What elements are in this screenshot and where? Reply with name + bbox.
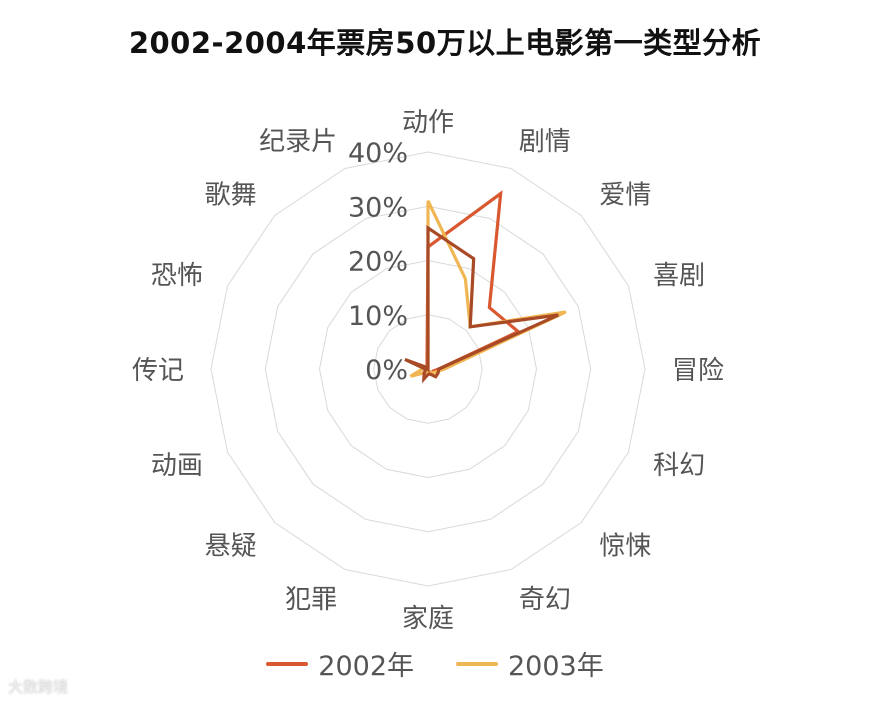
category-label: 家庭 (402, 604, 454, 634)
watermark-logo: 大数跨境 (8, 678, 69, 696)
grid-ring (264, 205, 592, 533)
radial-tick-label: 10% (348, 301, 408, 332)
category-label: 纪录片 (259, 127, 337, 157)
legend-label-2002: 2002年 (318, 651, 414, 682)
category-label: 惊悚 (599, 531, 651, 561)
category-label: 爱情 (599, 181, 651, 211)
series-line-2004年[interactable] (404, 224, 559, 384)
grid-ring (373, 314, 483, 424)
legend-item-2003[interactable]: 2003年 (456, 644, 604, 683)
category-label: 喜剧 (653, 261, 705, 291)
category-label: 恐怖 (151, 261, 203, 291)
radial-tick-label: 30% (348, 192, 408, 223)
category-label: 冒险 (672, 356, 724, 386)
grid-ring (318, 259, 538, 479)
series-line-2003年[interactable] (409, 200, 567, 378)
radial-tick-label: 0% (365, 355, 408, 386)
category-label: 悬疑 (205, 531, 257, 561)
chart-title: 2002-2004年票房50万以上电影第一类型分析 (128, 26, 762, 60)
grid-ring (210, 151, 646, 587)
category-label: 奇幻 (519, 585, 571, 615)
radial-tick-label: 40% (348, 138, 408, 169)
legend-label-2003: 2003年 (508, 651, 604, 682)
legend: 2002年 2003年 (0, 644, 870, 683)
category-label: 剧情 (519, 127, 571, 157)
category-label: 犯罪 (285, 585, 337, 615)
legend-item-2002[interactable]: 2002年 (266, 644, 414, 683)
category-label: 动画 (151, 451, 203, 481)
category-label: 传记 (132, 356, 184, 386)
legend-swatch-2002 (266, 661, 309, 666)
legend-swatch-2003 (456, 661, 498, 666)
category-label: 科幻 (653, 451, 705, 481)
category-label: 歌舞 (205, 181, 257, 211)
radial-tick-label: 20% (348, 247, 408, 278)
category-label: 动作 (402, 108, 454, 138)
